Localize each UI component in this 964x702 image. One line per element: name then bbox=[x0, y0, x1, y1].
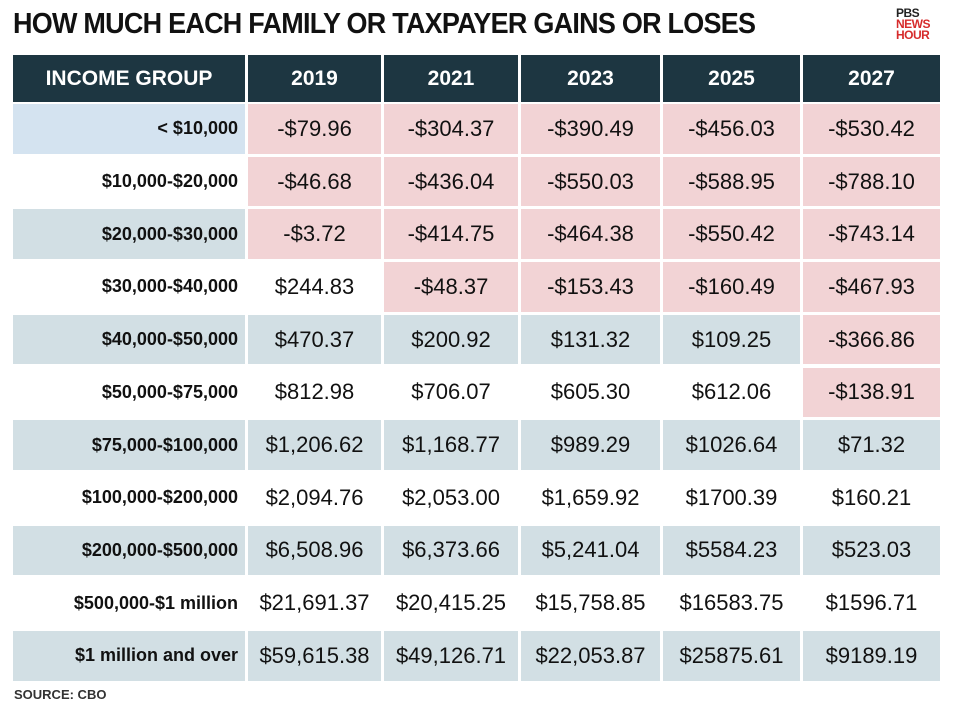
table-cell: $21,691.37 bbox=[248, 578, 381, 628]
table-cell: $812.98 bbox=[248, 367, 381, 418]
logo-text: NEWS bbox=[896, 17, 931, 31]
table-cell: -$550.03 bbox=[521, 156, 660, 207]
table-cell: $22,053.87 bbox=[521, 631, 660, 681]
table-cell: $71.32 bbox=[803, 420, 940, 470]
row-label: $20,000-$30,000 bbox=[13, 209, 245, 260]
table-cell: -$390.49 bbox=[521, 104, 660, 154]
title: HOW MUCH EACH FAMILY OR TAXPAYER GAINS O… bbox=[13, 8, 756, 40]
table-cell: $6,373.66 bbox=[384, 525, 518, 576]
table-cell: $5584.23 bbox=[663, 525, 800, 576]
column-header: 2027 bbox=[803, 55, 940, 102]
table-cell: $2,094.76 bbox=[248, 472, 381, 523]
table-cell: $25875.61 bbox=[663, 631, 800, 681]
column-header: 2021 bbox=[384, 55, 518, 102]
column-header: 2019 bbox=[248, 55, 381, 102]
table-cell: -$160.49 bbox=[663, 262, 800, 312]
table-cell: $989.29 bbox=[521, 420, 660, 470]
table-cell: -$3.72 bbox=[248, 209, 381, 260]
table-cell: $9189.19 bbox=[803, 631, 940, 681]
table-cell: $244.83 bbox=[248, 262, 381, 312]
table-cell: -$456.03 bbox=[663, 104, 800, 154]
table-cell: $2,053.00 bbox=[384, 472, 518, 523]
table-cell: -$153.43 bbox=[521, 262, 660, 312]
logo: PBS NEWS HOUR bbox=[896, 6, 931, 42]
table-cell: $20,415.25 bbox=[384, 578, 518, 628]
row-label: $500,000-$1 million bbox=[13, 578, 245, 628]
table-cell: $6,508.96 bbox=[248, 525, 381, 576]
table-cell: $1,206.62 bbox=[248, 420, 381, 470]
row-label: $10,000-$20,000 bbox=[13, 156, 245, 207]
row-label: $75,000-$100,000 bbox=[13, 420, 245, 470]
table-cell: $5,241.04 bbox=[521, 525, 660, 576]
row-label: $1 million and over bbox=[13, 631, 245, 681]
table-cell: -$46.68 bbox=[248, 156, 381, 207]
table-cell: -$588.95 bbox=[663, 156, 800, 207]
table-cell: $523.03 bbox=[803, 525, 940, 576]
table-cell: -$138.91 bbox=[803, 367, 940, 418]
table-cell: $131.32 bbox=[521, 314, 660, 365]
logo-text: HOUR bbox=[896, 28, 930, 42]
table-cell: -$788.10 bbox=[803, 156, 940, 207]
table-cell: $1,168.77 bbox=[384, 420, 518, 470]
table-cell: -$550.42 bbox=[663, 209, 800, 260]
column-header: INCOME GROUP bbox=[13, 55, 245, 102]
table-cell: $1596.71 bbox=[803, 578, 940, 628]
table-cell: $605.30 bbox=[521, 367, 660, 418]
table-cell: $15,758.85 bbox=[521, 578, 660, 628]
table-cell: -$464.38 bbox=[521, 209, 660, 260]
source: SOURCE: CBO bbox=[14, 687, 107, 702]
table-cell: $109.25 bbox=[663, 314, 800, 365]
table-cell: $706.07 bbox=[384, 367, 518, 418]
table-cell: $612.06 bbox=[663, 367, 800, 418]
table-cell: -$366.86 bbox=[803, 314, 940, 365]
table-cell: -$436.04 bbox=[384, 156, 518, 207]
table-cell: $1700.39 bbox=[663, 472, 800, 523]
table-cell: $1,659.92 bbox=[521, 472, 660, 523]
row-label: < $10,000 bbox=[13, 104, 245, 154]
table-cell: $200.92 bbox=[384, 314, 518, 365]
table-cell: $1026.64 bbox=[663, 420, 800, 470]
table-cell: $160.21 bbox=[803, 472, 940, 523]
row-label: $50,000-$75,000 bbox=[13, 367, 245, 418]
table-cell: -$743.14 bbox=[803, 209, 940, 260]
row-label: $200,000-$500,000 bbox=[13, 525, 245, 576]
table-cell: $49,126.71 bbox=[384, 631, 518, 681]
table-cell: $16583.75 bbox=[663, 578, 800, 628]
table-cell: -$530.42 bbox=[803, 104, 940, 154]
column-header: 2023 bbox=[521, 55, 660, 102]
row-label: $40,000-$50,000 bbox=[13, 314, 245, 365]
table-cell: -$467.93 bbox=[803, 262, 940, 312]
table-cell: -$48.37 bbox=[384, 262, 518, 312]
table-cell: $59,615.38 bbox=[248, 631, 381, 681]
row-label: $30,000-$40,000 bbox=[13, 262, 245, 312]
table-cell: -$79.96 bbox=[248, 104, 381, 154]
table-cell: $470.37 bbox=[248, 314, 381, 365]
table-cell: -$304.37 bbox=[384, 104, 518, 154]
row-label: $100,000-$200,000 bbox=[13, 472, 245, 523]
column-header: 2025 bbox=[663, 55, 800, 102]
logo-text: PBS bbox=[896, 6, 920, 20]
table-cell: -$414.75 bbox=[384, 209, 518, 260]
